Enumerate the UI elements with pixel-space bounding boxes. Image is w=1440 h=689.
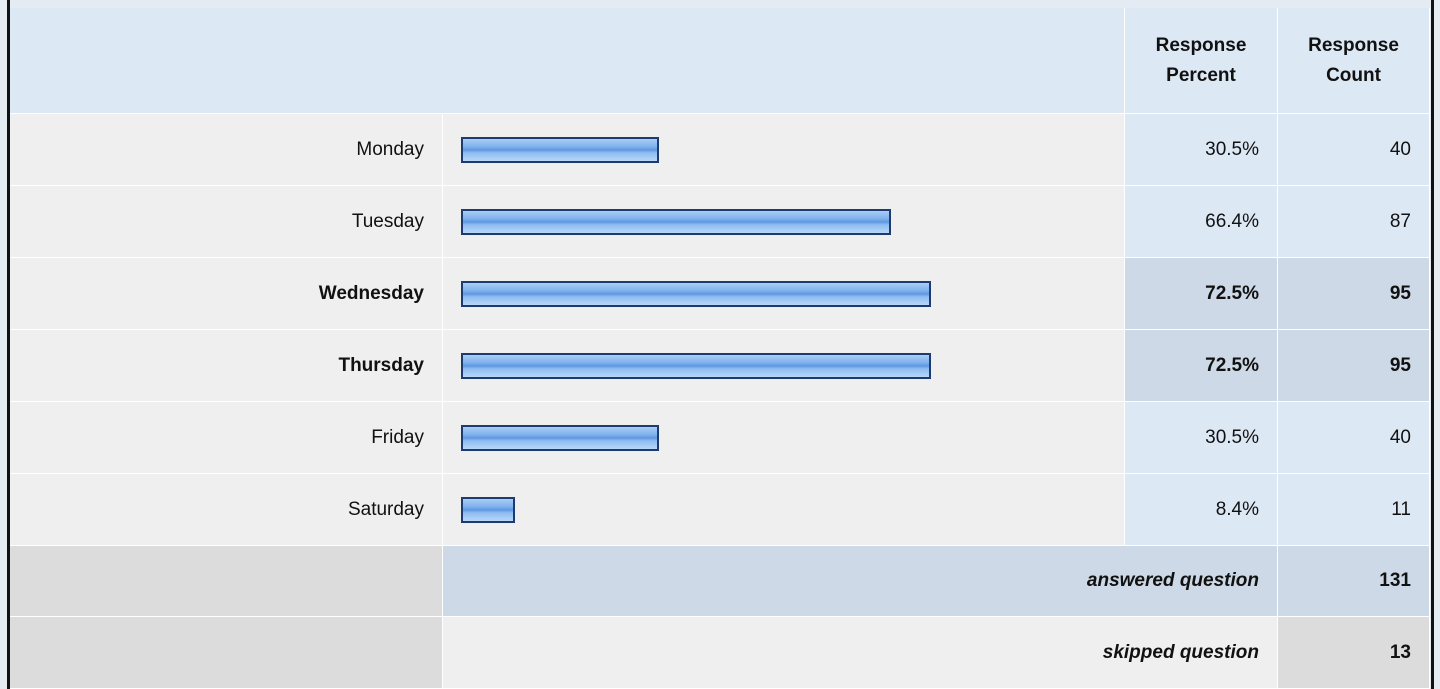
bar-cell — [443, 474, 1125, 546]
row-label: Tuesday — [10, 186, 443, 258]
response-percent: 8.4% — [1125, 474, 1278, 546]
table-border — [7, 0, 10, 689]
skipped-count: 13 — [1278, 617, 1430, 689]
row-label: Saturday — [10, 474, 443, 546]
response-percent: 30.5% — [1125, 402, 1278, 474]
response-percent: 72.5% — [1125, 330, 1278, 402]
footer-blank — [10, 546, 443, 617]
row-label: Thursday — [10, 330, 443, 402]
table-border — [1431, 0, 1434, 689]
response-percent: 66.4% — [1125, 186, 1278, 258]
bar — [461, 497, 516, 523]
response-count: 40 — [1278, 402, 1430, 474]
row-label: Wednesday — [10, 258, 443, 330]
response-count: 95 — [1278, 258, 1430, 330]
response-count: 95 — [1278, 330, 1430, 402]
bar — [461, 281, 931, 307]
bar — [461, 353, 931, 379]
row-label: Friday — [10, 402, 443, 474]
skipped-label: skipped question — [443, 617, 1278, 689]
bar — [461, 137, 659, 163]
response-percent: 72.5% — [1125, 258, 1278, 330]
bar — [461, 425, 659, 451]
footer-blank — [10, 617, 443, 689]
response-percent: 30.5% — [1125, 114, 1278, 186]
response-count: 11 — [1278, 474, 1430, 546]
response-count: 87 — [1278, 186, 1430, 258]
row-label: Monday — [10, 114, 443, 186]
header-blank — [10, 8, 1125, 114]
response-count: 40 — [1278, 114, 1430, 186]
answered-count: 131 — [1278, 546, 1430, 617]
column-header: Response Percent — [1125, 8, 1278, 114]
bar — [461, 209, 892, 235]
answered-label: answered question — [443, 546, 1278, 617]
column-header: Response Count — [1278, 8, 1430, 114]
